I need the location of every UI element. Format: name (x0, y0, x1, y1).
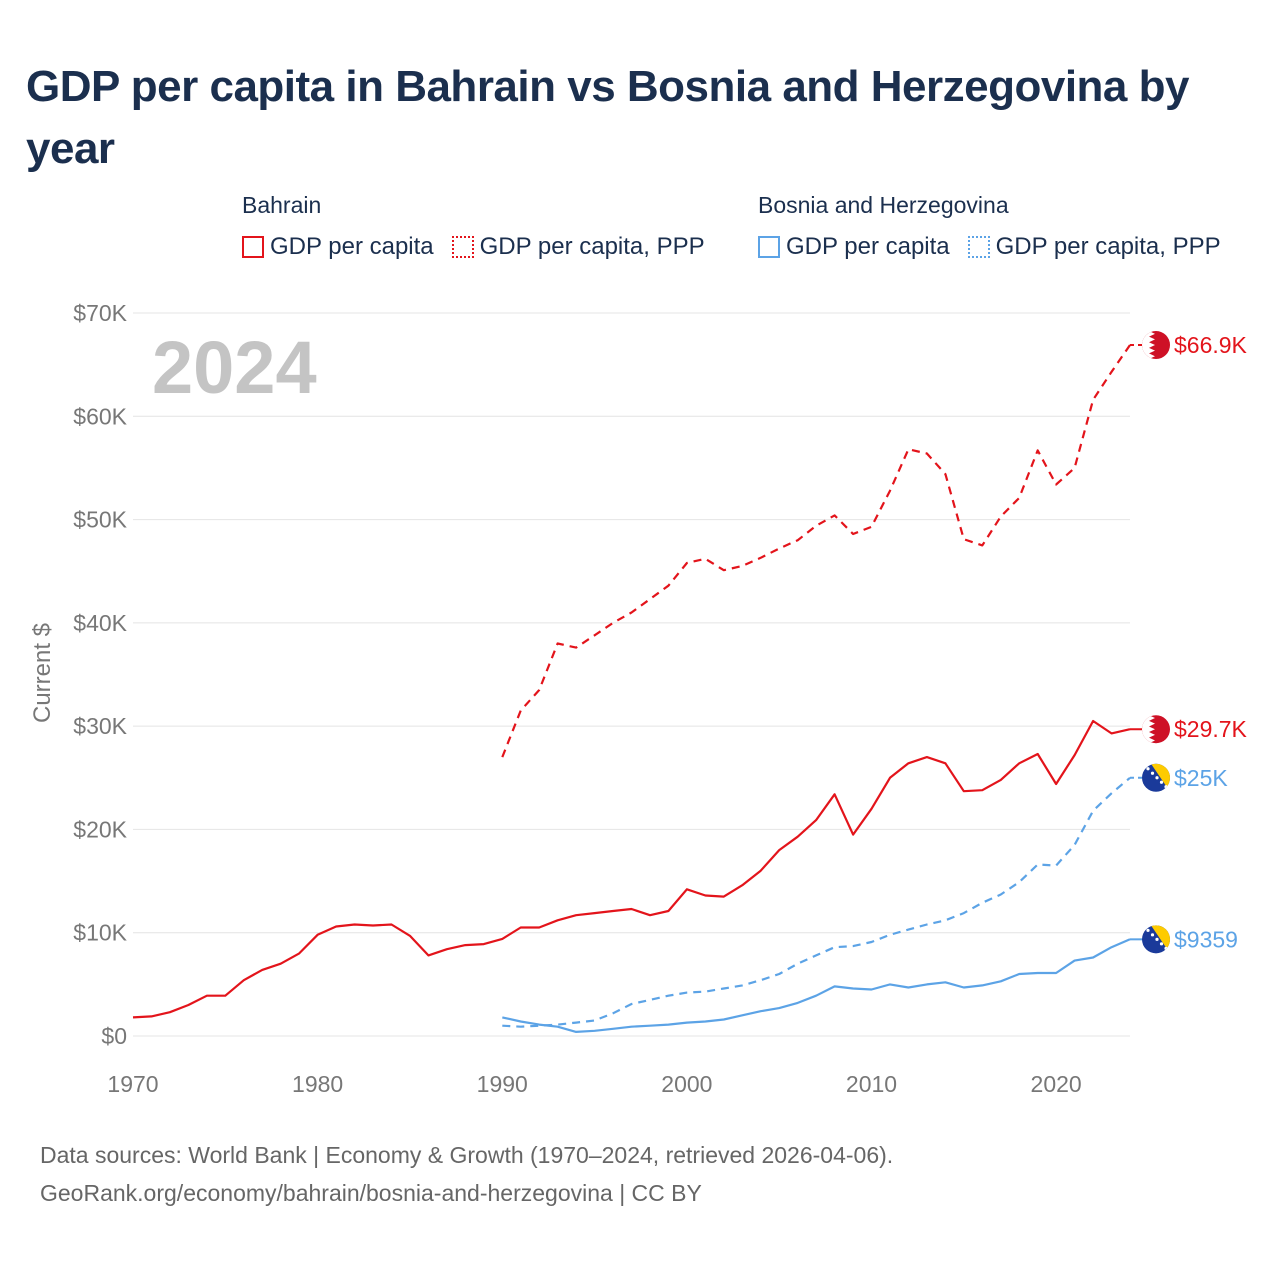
grid-lines (133, 312, 1130, 1037)
y-tick-label: $10K (73, 920, 127, 946)
x-tick-label: 2010 (846, 1071, 897, 1097)
y-tick-label: $30K (73, 713, 127, 739)
legend-label-bosnia-gdp-ppp: GDP per capita, PPP (995, 233, 1221, 260)
x-tick-label: 2020 (1031, 1071, 1082, 1097)
footer: Data sources: World Bank | Economy & Gro… (40, 1136, 893, 1212)
legend-item-bahrain-gdp-ppp[interactable]: GDP per capita, PPP (451, 233, 705, 261)
bahrain-flag-icon (1142, 715, 1170, 744)
year-label: 2024 (152, 326, 317, 409)
series-line-bosnia-and-herzegovina-gdp-per-capita[interactable] (502, 938, 1131, 1034)
legend-swatch-bahrain-gdp (242, 236, 264, 258)
legend-group-title-bosnia: Bosnia and Herzegovina (758, 192, 1009, 218)
end-markers: $29.7K $66.9K $9359 $25K (1130, 331, 1248, 954)
legend-group-bosnia: Bosnia and Herzegovina GDP per capita GD… (758, 192, 1221, 261)
legend-label-bosnia-gdp: GDP per capita (786, 233, 950, 260)
end-value-label: $66.9K (1174, 332, 1248, 358)
bahrain-flag-icon (1142, 331, 1170, 360)
line-chart: $0$10K$20K$30K$40K$50K$60K$70K 1970 1980 1… (29, 300, 1248, 1097)
y-tick-label: $0 (101, 1023, 127, 1049)
x-tick-label: 2000 (661, 1071, 712, 1097)
chart-title: GDP per capita in Bahrain vs Bosnia and … (26, 62, 1189, 173)
y-tick-label: $20K (73, 816, 127, 842)
footer-url: GeoRank.org/economy/bahrain/bosnia-and-h… (40, 1180, 702, 1206)
y-tick-label: $40K (73, 610, 127, 636)
y-axis-label: Current $ (29, 623, 56, 723)
legend-label-bahrain-gdp-ppp: GDP per capita, PPP (479, 233, 705, 260)
footer-sources: Data sources: World Bank | Economy & Gro… (40, 1142, 894, 1168)
series-line-bahrain-gdp-per-capita[interactable] (132, 719, 1131, 1019)
legend-swatch-bosnia-gdp (758, 236, 780, 258)
x-tick-label: 1980 (292, 1071, 343, 1097)
series-line-bahrain-gdp-per-capita-ppp[interactable] (501, 344, 1131, 758)
legend-swatch-bosnia-gdp-ppp (967, 236, 990, 258)
end-value-label: $29.7K (1174, 716, 1248, 742)
legend-item-bosnia-gdp[interactable]: GDP per capita (758, 233, 950, 261)
legend-group-title-bahrain: Bahrain (242, 192, 322, 218)
legend-swatch-bahrain-gdp-ppp (451, 236, 474, 258)
end-value-label: $25K (1174, 765, 1228, 791)
y-tick-label: $60K (73, 403, 127, 429)
bosnia-flag-icon (1142, 763, 1170, 792)
x-tick-label: 1990 (477, 1071, 528, 1097)
x-tick-label: 1970 (107, 1071, 158, 1097)
y-tick-label: $50K (73, 507, 127, 533)
legend-item-bahrain-gdp[interactable]: GDP per capita (242, 233, 434, 261)
legend-label-bahrain-gdp: GDP per capita (270, 233, 434, 260)
y-axis-ticks: $0 $10K $20K $30K $40K $50K $60K $70K (73, 300, 127, 1049)
legend-group-bahrain: Bahrain GDP per capita GDP per capita, P… (242, 192, 705, 261)
series-lines (132, 344, 1131, 1034)
legend-item-bosnia-gdp-ppp[interactable]: GDP per capita, PPP (967, 233, 1221, 261)
series-line-bosnia-and-herzegovina-gdp-per-capita-ppp[interactable] (502, 776, 1131, 1028)
x-axis-ticks: 1970 1980 1990 2000 2010 2020 (107, 1071, 1081, 1097)
bosnia-flag-icon (1142, 925, 1170, 954)
end-value-label: $9359 (1174, 926, 1238, 952)
y-tick-label: $70K (73, 300, 127, 326)
